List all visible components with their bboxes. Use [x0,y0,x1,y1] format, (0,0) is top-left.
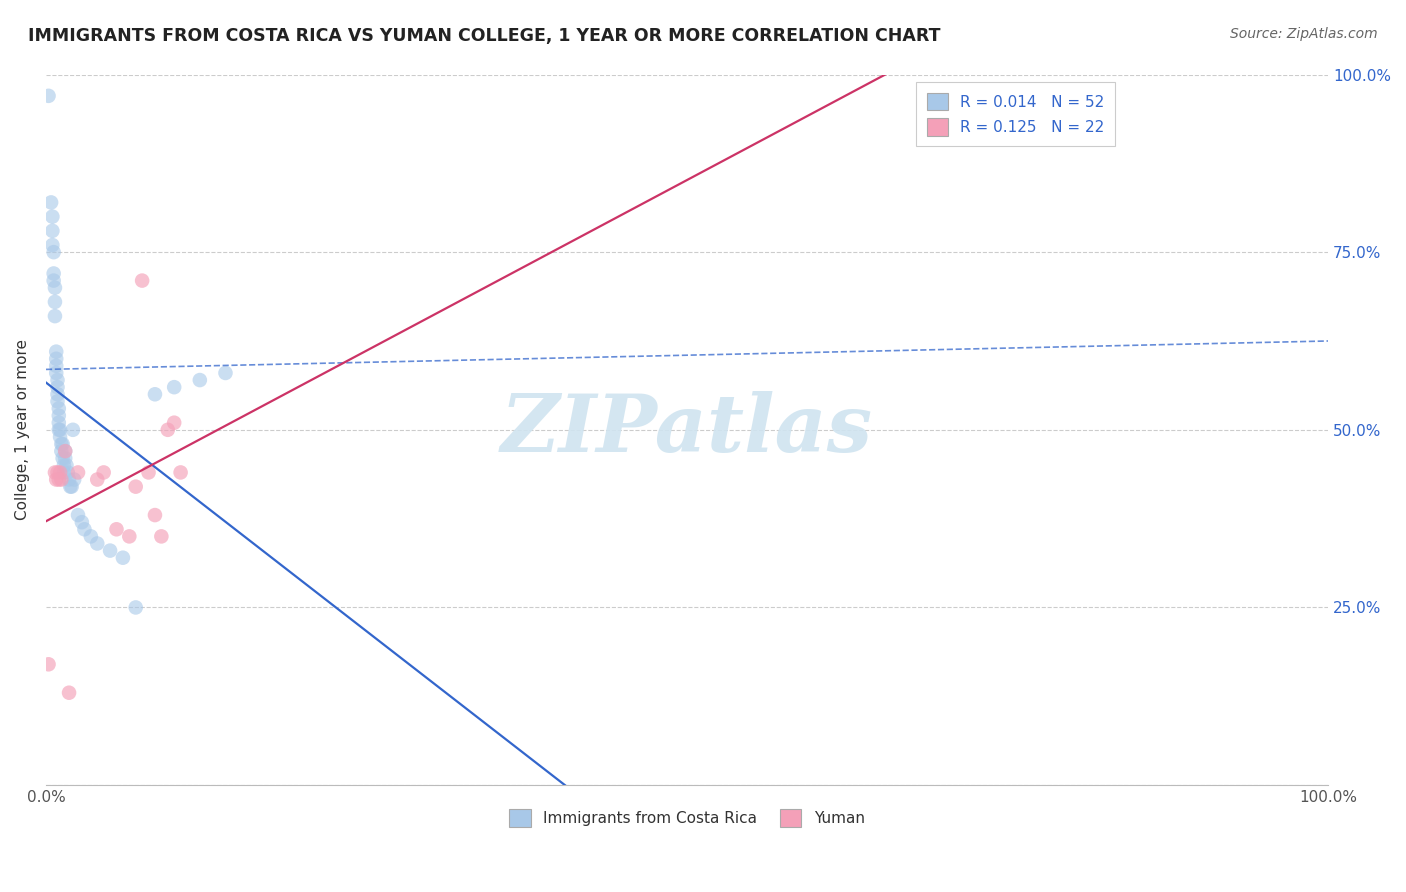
Point [52,458,75,473]
Point [38,657,60,672]
Point [169,466,191,480]
Point [62,423,84,437]
Point [46,380,69,394]
Point [44,294,66,309]
Point [80,529,103,543]
Point [59,480,82,494]
Point [51,444,73,458]
Point [66,466,89,480]
Point [93,466,115,480]
Point [125,600,148,615]
Point [86,536,108,550]
Point [39,195,62,210]
Point [56,466,79,480]
Point [52,437,75,451]
Point [58,473,80,487]
Point [131,274,153,288]
Point [51,473,73,487]
Point [63,473,86,487]
Point [55,458,77,473]
Point [214,366,236,380]
Point [46,394,69,409]
Point [41,238,63,252]
Point [45,473,67,487]
Text: IMMIGRANTS FROM COSTA RICA VS YUMAN COLLEGE, 1 YEAR OR MORE CORRELATION CHART: IMMIGRANTS FROM COSTA RICA VS YUMAN COLL… [28,27,941,45]
Point [48,401,70,416]
Legend: Immigrants from Costa Rica, Yuman: Immigrants from Costa Rica, Yuman [502,801,872,834]
Point [66,508,89,522]
Point [98,543,121,558]
Point [46,466,69,480]
Point [51,437,73,451]
Point [44,466,66,480]
Point [48,423,70,437]
Point [48,409,70,423]
Point [44,309,66,323]
Point [38,88,60,103]
Point [70,515,93,529]
Point [138,466,160,480]
Point [42,267,65,281]
Point [53,451,76,466]
Text: ZIPatlas: ZIPatlas [501,391,873,468]
Point [143,508,166,522]
Point [86,473,108,487]
Point [45,351,67,366]
Point [52,451,75,466]
Point [41,224,63,238]
Point [73,522,96,536]
Point [111,550,134,565]
Point [143,387,166,401]
Point [45,344,67,359]
Point [46,373,69,387]
Point [163,416,186,430]
Point [46,387,69,401]
Point [53,444,76,458]
Point [58,686,80,700]
Point [42,245,65,260]
Point [49,423,72,437]
Point [44,281,66,295]
Point [105,522,128,536]
Point [45,359,67,373]
Point [125,480,148,494]
Point [156,423,179,437]
Point [48,416,70,430]
Text: Source: ZipAtlas.com: Source: ZipAtlas.com [1230,27,1378,41]
Point [49,430,72,444]
Point [188,373,211,387]
Point [53,444,76,458]
Point [45,366,67,380]
Point [118,529,141,543]
Point [49,466,72,480]
Point [41,210,63,224]
Point [52,466,75,480]
Point [48,473,70,487]
Point [150,529,173,543]
Point [42,274,65,288]
Point [60,480,83,494]
Point [163,380,186,394]
Y-axis label: College, 1 year or more: College, 1 year or more [15,339,30,520]
